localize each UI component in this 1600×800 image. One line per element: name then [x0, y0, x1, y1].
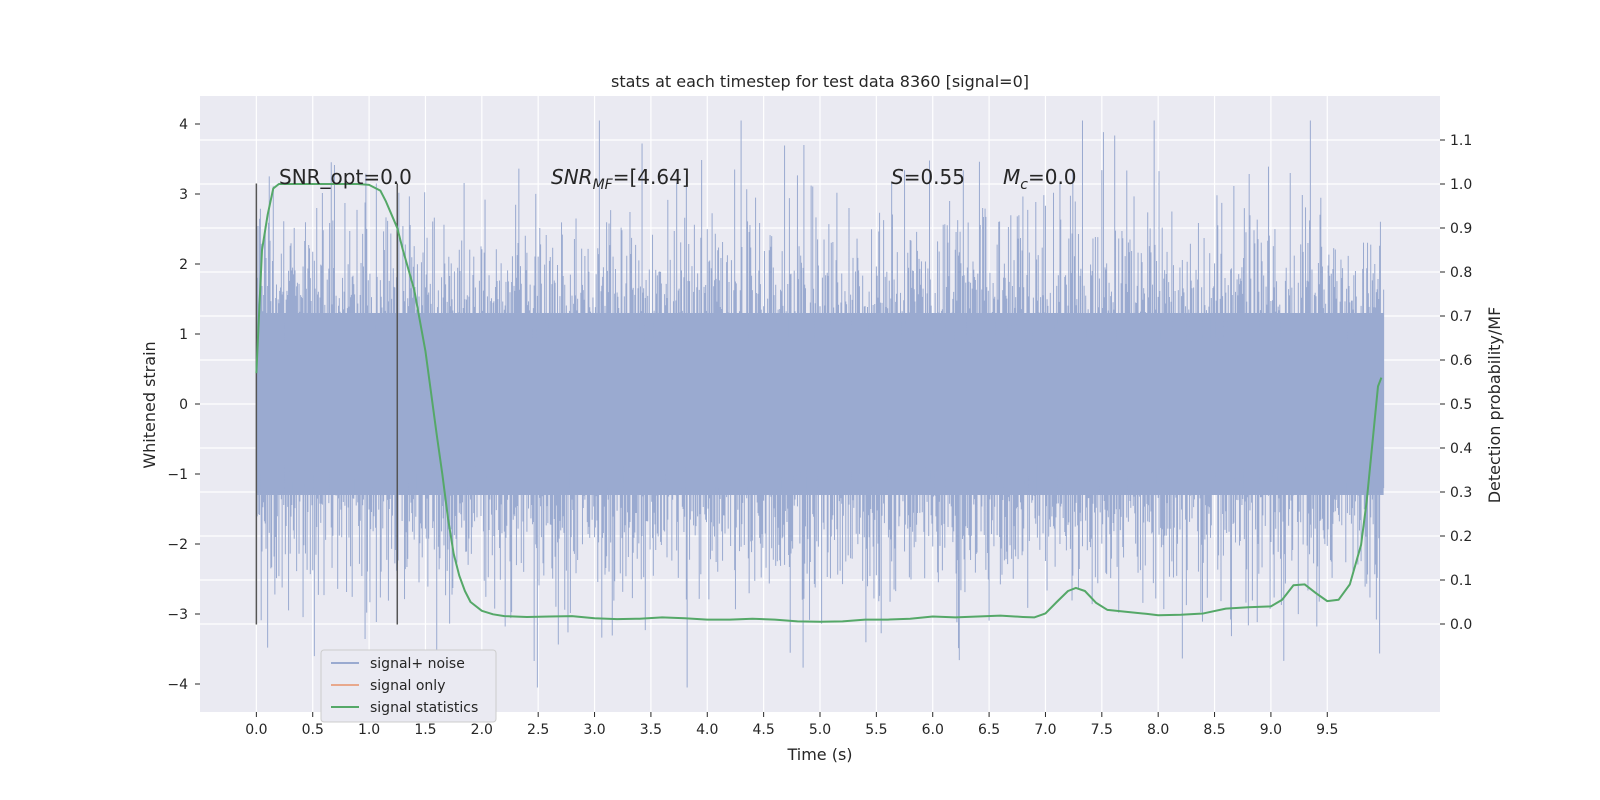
mc-subscript: c [1020, 177, 1028, 193]
x-tick-label: 2.5 [527, 722, 549, 738]
x-tick-label: 3.0 [583, 722, 605, 738]
legend: signal+ noise signal only signal statist… [320, 649, 497, 723]
s-value: =0.55 [904, 165, 965, 189]
legend-box [320, 649, 497, 723]
legend-label-signal-statistics: signal statistics [370, 700, 478, 716]
y-right-tick-label: 0.6 [1450, 353, 1472, 369]
y-left-tick-label: 4 [179, 117, 188, 133]
y-left-axis-label: Whitened strain [140, 341, 159, 468]
x-tick-label: 8.0 [1147, 722, 1169, 738]
x-tick-label: 1.0 [358, 722, 380, 738]
mc-annotation: Mc=0.0 [1003, 165, 1077, 193]
y-right-tick-label: 0.5 [1450, 397, 1472, 413]
segment-markers [255, 183, 399, 625]
y-left-tick-label: 1 [179, 327, 188, 343]
y-left-tick-label: −3 [167, 607, 188, 623]
mc-main: M [1003, 165, 1020, 189]
x-axis-ticks: 0.0 0.5 1.0 1.5 2.0 2.5 3.0 3.5 4.0 4.5 5.0 5.5 6.0 6… [245, 712, 1338, 738]
y-left-tick-label: −1 [167, 467, 188, 483]
mc-value: =0.0 [1028, 165, 1077, 189]
y-right-tick-label: 0.2 [1450, 529, 1472, 545]
y-right-tick-label: 0.7 [1450, 309, 1472, 325]
snr-opt-annotation: SNR_opt=0.0 [279, 165, 412, 189]
x-axis-label: Time (s) [786, 745, 852, 764]
signal-statistics-line [255, 183, 1383, 623]
legend-label-signal-noise: signal+ noise [370, 656, 465, 672]
x-tick-label: 7.0 [1034, 722, 1056, 738]
y-right-tick-label: 1.0 [1450, 177, 1472, 193]
chart-title: stats at each timestep for test data 836… [611, 72, 1029, 91]
snr-mf-main: SNR [551, 165, 593, 189]
snr-mf-value: =[4.64] [613, 165, 690, 189]
snr-mf-annotation: SNRMF=[4.64] [551, 165, 690, 193]
y-right-tick-label: 0.3 [1450, 485, 1472, 501]
x-tick-label: 6.5 [978, 722, 1000, 738]
s-main: S [891, 165, 904, 189]
y-right-tick-label: 0.8 [1450, 265, 1472, 281]
x-tick-label: 7.5 [1091, 722, 1113, 738]
y-right-axis-label: Detection probability/MF [1485, 307, 1504, 504]
y-right-tick-label: 0.4 [1450, 441, 1472, 457]
y-right-tick-label: 1.1 [1450, 133, 1472, 149]
y-right-tick-label: 0.1 [1450, 573, 1472, 589]
signal-noise-series [255, 120, 1385, 688]
y-left-tick-label: 0 [179, 397, 188, 413]
s-annotation: S=0.55 [891, 165, 965, 189]
signal-statistics-series [255, 183, 1383, 623]
x-tick-label: 4.5 [753, 722, 775, 738]
x-tick-label: 0.5 [302, 722, 324, 738]
legend-label-signal-only: signal only [370, 678, 445, 694]
x-tick-label: 2.0 [471, 722, 493, 738]
y-left-tick-label: 2 [179, 257, 188, 273]
y-left-tick-label: −2 [167, 537, 188, 553]
y-right-tick-label: 0.9 [1450, 221, 1472, 237]
x-tick-label: 4.0 [696, 722, 718, 738]
x-tick-label: 9.0 [1260, 722, 1282, 738]
x-tick-label: 6.0 [922, 722, 944, 738]
x-tick-label: 0.0 [245, 722, 267, 738]
y-left-tick-label: −4 [167, 677, 188, 693]
y-right-tick-label: 0.0 [1450, 617, 1472, 633]
y-left-tick-label: 3 [179, 187, 188, 203]
x-tick-label: 9.5 [1316, 722, 1338, 738]
x-tick-label: 8.5 [1203, 722, 1225, 738]
y-left-axis-ticks: 4 3 2 1 0 −1 −2 −3 −4 [167, 117, 200, 693]
snr-mf-subscript: MF [593, 177, 614, 193]
x-tick-label: 5.5 [865, 722, 887, 738]
x-tick-label: 5.0 [809, 722, 831, 738]
y-right-axis-ticks: 1.1 1.0 0.9 0.8 0.7 0.6 0.5 0.4 0.3 0.2 0.1 0.0 [1440, 133, 1472, 633]
x-tick-label: 3.5 [640, 722, 662, 738]
x-tick-label: 1.5 [414, 722, 436, 738]
